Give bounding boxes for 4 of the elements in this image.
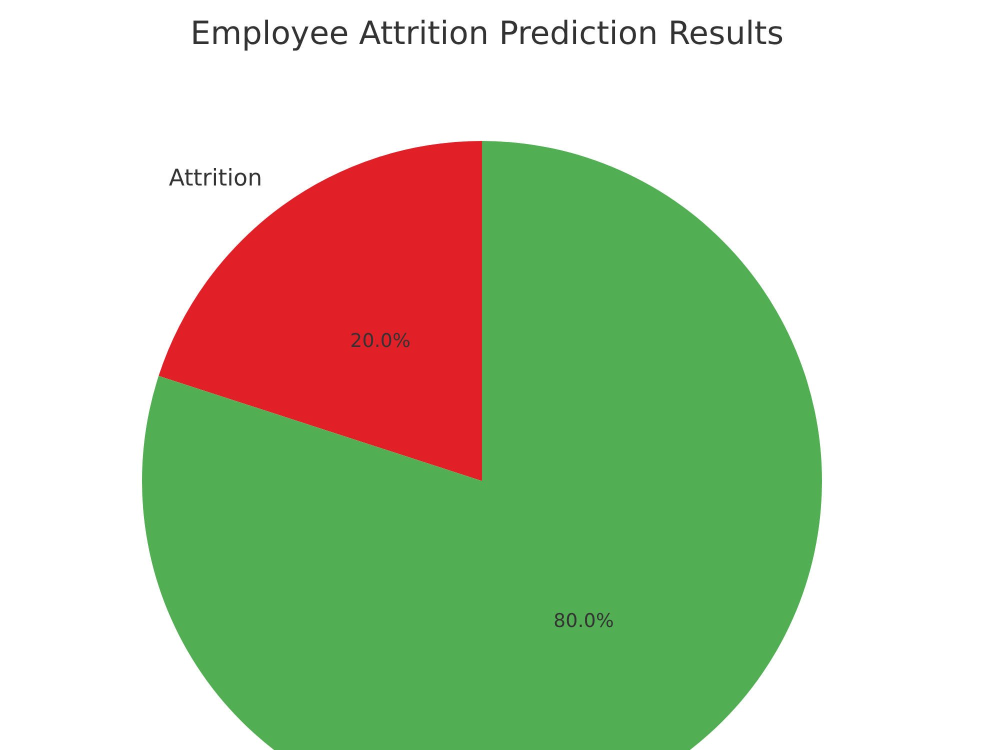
slice-label: Attrition — [168, 165, 262, 192]
data-label: 20.0% — [350, 330, 410, 352]
data-label: 80.0% — [554, 610, 614, 632]
chart-title: Employee Attrition Prediction Results — [190, 14, 784, 52]
